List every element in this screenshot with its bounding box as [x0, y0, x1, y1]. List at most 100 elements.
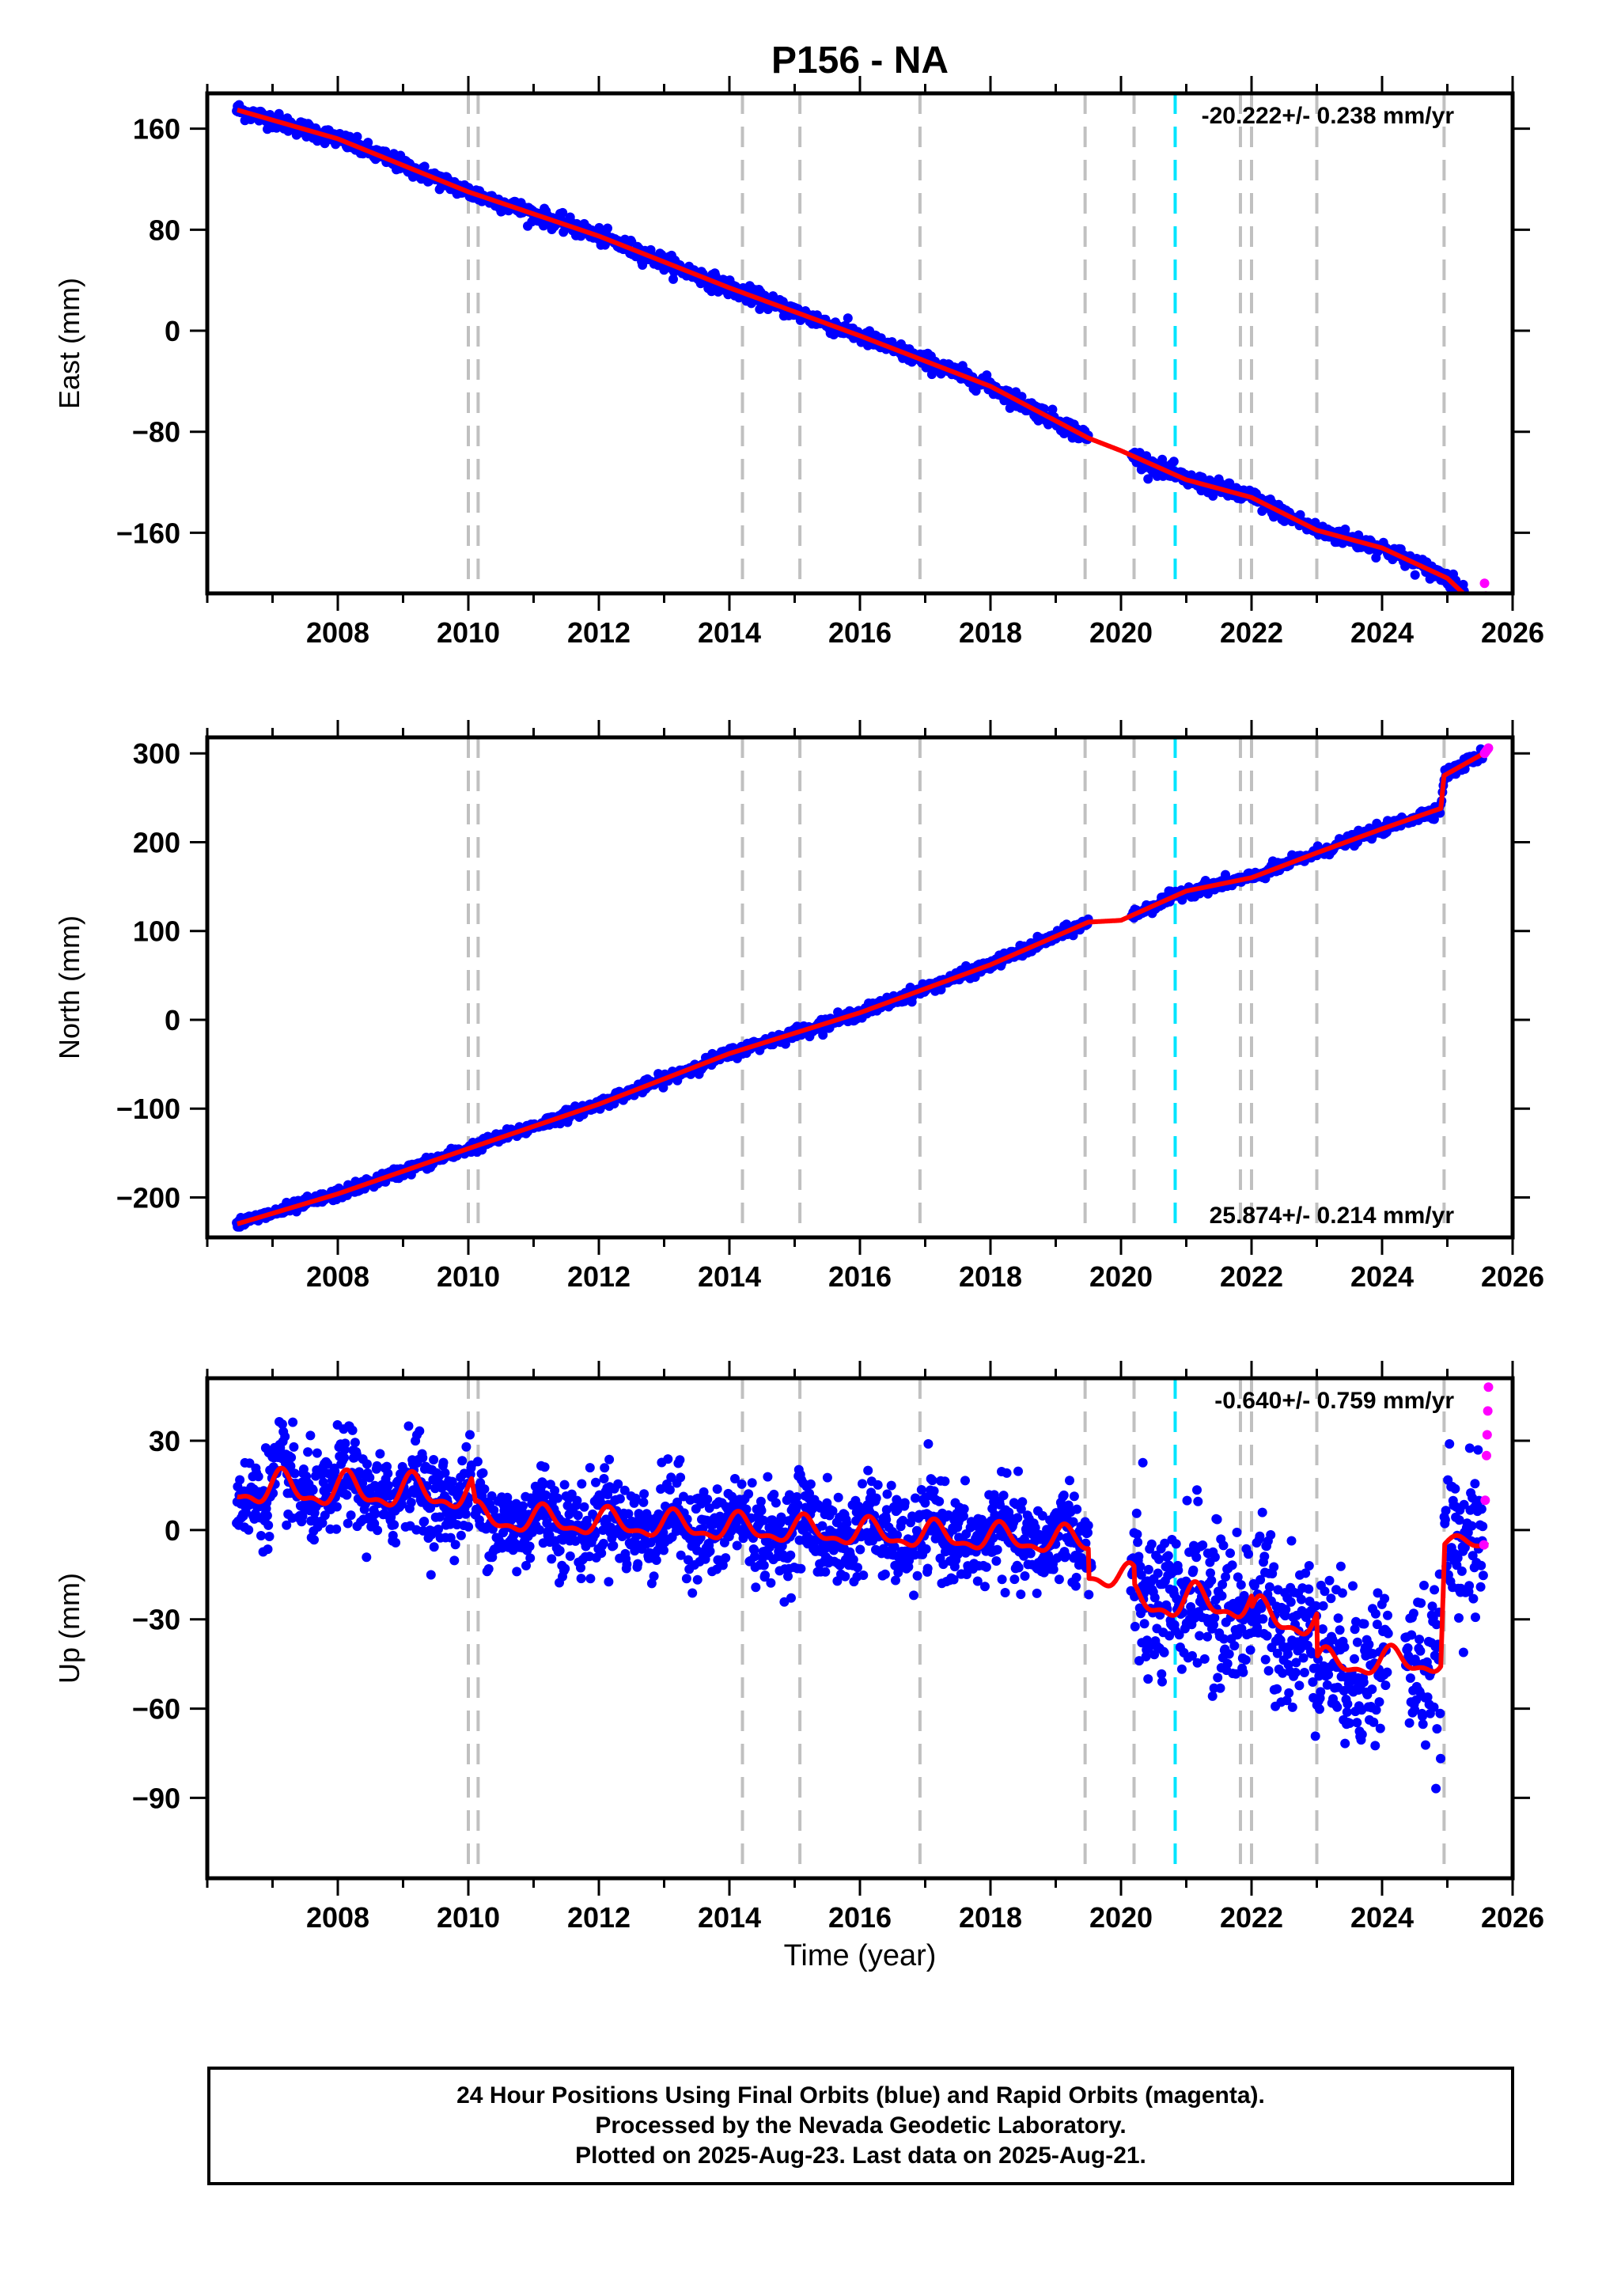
final-orbit-point [305, 1430, 316, 1441]
final-orbit-point [871, 1493, 881, 1503]
final-orbit-point [1193, 1496, 1203, 1506]
final-orbit-point [553, 1493, 562, 1503]
final-orbit-point [1471, 597, 1480, 606]
rapid-orbit-point [1483, 601, 1492, 611]
final-orbit-point [362, 1552, 372, 1563]
final-orbit-point [418, 1453, 428, 1463]
final-orbit-point [312, 1448, 322, 1458]
final-orbit-point [576, 1563, 585, 1573]
final-orbit-point [456, 1530, 466, 1540]
final-orbit-point [559, 1480, 570, 1490]
final-orbit-point [759, 1560, 769, 1570]
final-orbit-point [1213, 1673, 1223, 1683]
final-orbit-point [1065, 1476, 1074, 1486]
final-orbit-point [960, 1476, 970, 1486]
final-orbit-point [1047, 404, 1058, 415]
final-orbit-point [263, 1520, 274, 1530]
final-orbit-point [1468, 608, 1478, 618]
final-orbit-point [1171, 1539, 1181, 1549]
final-orbit-point [1084, 1589, 1094, 1600]
final-orbit-point [771, 1498, 781, 1508]
final-orbit-point [665, 1485, 675, 1495]
final-orbit-point [1212, 1514, 1222, 1525]
final-orbit-point [375, 1449, 385, 1459]
final-orbit-point [649, 1571, 659, 1582]
final-orbit-point [843, 313, 853, 324]
panel-east: 2008 2010 2012 2014 2016 2018 2020 2022 2024 2026… [53, 76, 1544, 649]
x-tick-label: 2008 [306, 616, 369, 649]
final-orbit-point [1059, 1490, 1069, 1500]
x-tick-label: 2024 [1350, 1260, 1414, 1293]
final-orbit-point [1070, 1581, 1081, 1591]
final-orbit-point [1236, 1580, 1246, 1590]
final-orbit-point [540, 1462, 550, 1472]
final-orbit-point [599, 1474, 609, 1483]
final-orbit-point [766, 1578, 776, 1588]
final-orbit-point [1227, 1560, 1237, 1570]
final-orbit-point [1009, 1574, 1020, 1585]
final-orbit-point [342, 1490, 352, 1500]
final-orbit-point [998, 1491, 1009, 1501]
x-tick-label: 2014 [698, 616, 761, 649]
final-orbit-point [457, 1456, 468, 1466]
final-orbit-point [303, 1447, 313, 1457]
final-orbit-point [820, 1567, 831, 1577]
final-orbit-point [997, 1574, 1007, 1585]
final-orbit-point [1240, 1655, 1251, 1665]
final-orbit-point [921, 1544, 931, 1554]
final-orbit-point [1054, 1574, 1064, 1585]
final-orbit-point [633, 1559, 643, 1569]
final-orbit-point [365, 1472, 375, 1483]
final-orbit-point [1198, 1540, 1208, 1550]
final-orbit-point [346, 1510, 356, 1521]
final-orbit-point [1071, 1572, 1081, 1582]
final-orbit-point [1461, 596, 1471, 605]
final-orbit-point [604, 1454, 615, 1464]
final-orbit-point [1157, 1677, 1167, 1687]
final-orbit-point [288, 1417, 298, 1427]
final-orbit-point [406, 1498, 416, 1507]
final-orbit-point [1131, 1508, 1142, 1518]
final-orbit-point [855, 1544, 865, 1555]
final-orbit-point [909, 1590, 918, 1601]
y-tick-label: −100 [116, 1093, 180, 1125]
final-orbit-point [863, 1465, 873, 1476]
final-orbit-point [573, 1510, 583, 1521]
final-orbit-point [622, 1559, 632, 1570]
final-orbit-point [763, 305, 773, 314]
x-tick-label: 2012 [567, 616, 631, 649]
velocity-rate-label: 25.874+/- 0.214 mm/yr [1210, 1203, 1455, 1229]
y-tick-label: 0 [165, 315, 180, 347]
final-orbit-point [1013, 1513, 1023, 1523]
y-tick-label: 80 [149, 214, 180, 246]
final-orbit-point [1257, 1507, 1267, 1517]
final-orbit-point [1463, 599, 1472, 608]
final-orbit-point [1224, 1649, 1234, 1659]
final-orbit-point [858, 1479, 867, 1489]
final-orbit-point [1202, 1631, 1213, 1642]
final-orbit-point [555, 1545, 565, 1555]
velocity-rate-label: -20.222+/- 0.238 mm/yr [1202, 103, 1455, 129]
final-orbit-point [659, 1545, 668, 1555]
rapid-orbit-point [1483, 743, 1494, 753]
final-orbit-point [340, 1438, 350, 1449]
x-tick-label: 2020 [1089, 616, 1153, 649]
final-orbit-point [363, 138, 373, 148]
final-orbit-point [525, 1541, 535, 1552]
x-tick-label: 2026 [1481, 1260, 1544, 1293]
final-orbit-point [639, 1489, 650, 1499]
final-orbit-point [572, 1495, 582, 1506]
final-orbit-point [1472, 607, 1482, 616]
final-orbit-point [1013, 1563, 1024, 1573]
final-orbit-point [1134, 1552, 1144, 1562]
final-orbit-point [419, 1517, 430, 1526]
final-orbit-point [1295, 510, 1305, 520]
final-orbit-point [705, 1546, 715, 1556]
final-orbit-point [927, 1476, 937, 1486]
final-orbit-point [331, 1524, 342, 1534]
final-orbit-point [1025, 1548, 1036, 1559]
final-orbit-point [786, 1550, 796, 1560]
panel-north: 2008 2010 2012 2014 2016 2018 2020 2022 2024 2026… [53, 720, 1544, 1293]
final-orbit-point [1222, 1658, 1233, 1669]
final-orbit-point [805, 1479, 816, 1489]
